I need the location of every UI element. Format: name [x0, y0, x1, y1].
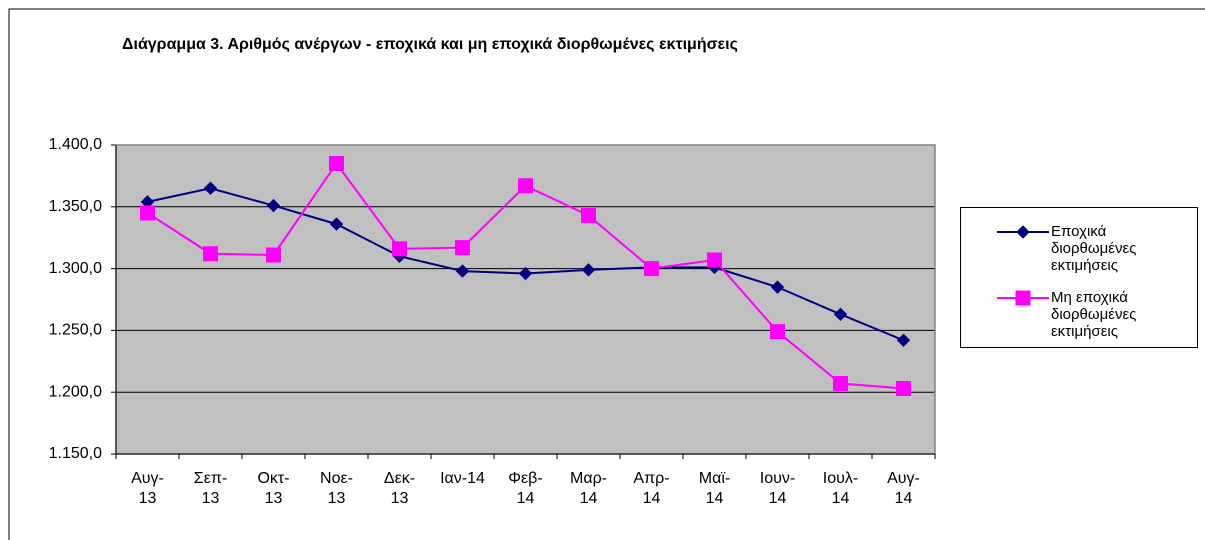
data-point: [203, 246, 218, 262]
data-point: [329, 156, 344, 172]
data-point: [644, 261, 659, 277]
x-tick-label: Φεβ- 14: [508, 470, 543, 507]
y-tick-label: 1.250,0: [49, 322, 102, 339]
data-point: [455, 264, 470, 278]
x-tick-label: Οκτ- 13: [257, 470, 290, 507]
x-tick-label: Μαρ- 14: [569, 470, 607, 507]
chart-frame: [8, 8, 1205, 540]
data-point: [770, 280, 785, 294]
data-point: [833, 307, 848, 322]
data-point: [266, 198, 281, 213]
data-point: [581, 263, 596, 277]
data-point: [329, 217, 344, 231]
data-point: [203, 181, 218, 195]
data-point: [518, 178, 533, 194]
x-tick-label: Αυγ- 13: [131, 470, 164, 507]
data-point: [266, 247, 281, 263]
legend-label: Εποχικά διορθωμένες εκτιμήσεις: [1051, 223, 1137, 274]
y-tick-label: 1.300,0: [49, 260, 102, 277]
data-point: [392, 241, 407, 257]
data-point: [896, 380, 911, 396]
x-tick-label: Ιαν-14: [440, 470, 485, 487]
legend: Εποχικά διορθωμένες εκτιμήσεις Μη εποχικά…: [960, 207, 1198, 348]
x-tick-label: Σεπ- 13: [193, 470, 228, 507]
x-tick-label: Νοε- 13: [320, 470, 353, 507]
x-tick-label: Μαϊ- 14: [698, 470, 731, 507]
y-tick-label: 1.150,0: [49, 445, 102, 462]
data-point: [581, 207, 596, 223]
data-point: [140, 205, 155, 221]
data-point: [770, 324, 785, 340]
legend-marker: [1016, 225, 1030, 239]
data-point: [833, 376, 848, 392]
legend-marker: [1015, 290, 1031, 306]
legend-label: Μη εποχικά διορθωμένες εκτιμήσεις: [1051, 289, 1137, 340]
y-tick-label: 1.400,0: [49, 136, 102, 153]
data-point: [896, 333, 911, 347]
data-point: [455, 240, 470, 256]
data-point: [518, 266, 533, 281]
x-tick-label: Αυγ- 14: [887, 470, 920, 507]
x-tick-label: Απρ- 14: [633, 470, 670, 507]
x-tick-label: Δεκ- 13: [383, 470, 416, 507]
x-tick-label: Ιουλ- 14: [822, 470, 859, 507]
chart-title: Διάγραμμα 3. Αριθμός ανέργων - εποχικά κ…: [122, 36, 738, 53]
x-tick-label: Ιουν- 14: [759, 470, 796, 507]
y-tick-label: 1.350,0: [49, 198, 102, 215]
y-tick-label: 1.200,0: [49, 383, 102, 400]
plot-area: [116, 145, 935, 454]
legend-graphics: [997, 225, 1049, 306]
data-point: [707, 252, 722, 268]
